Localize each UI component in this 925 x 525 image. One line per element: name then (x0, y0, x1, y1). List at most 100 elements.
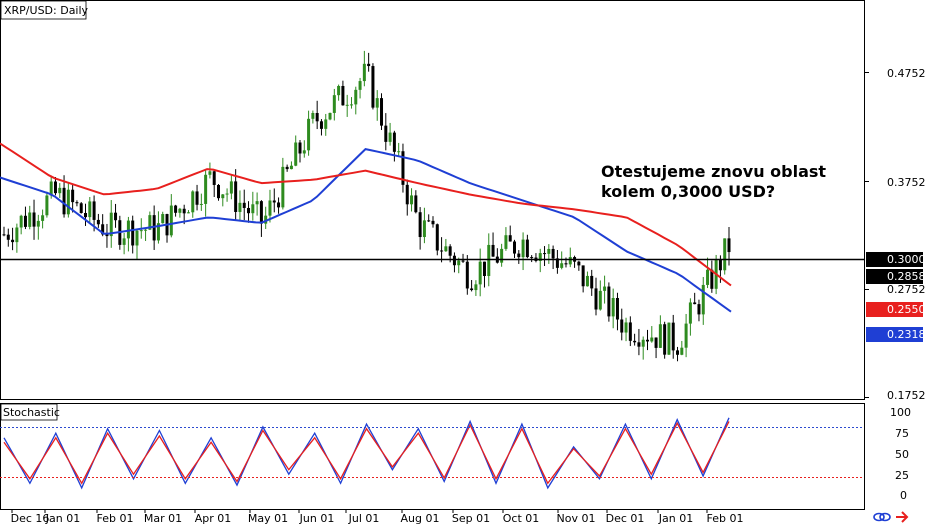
candle-body (328, 112, 332, 120)
candle-body (671, 322, 675, 351)
candle-body (538, 253, 542, 261)
candle-body (349, 104, 353, 106)
candle-body (371, 66, 375, 108)
candle-body (225, 193, 229, 195)
candle-body (139, 230, 143, 232)
candle-body (470, 288, 474, 291)
candle-body (289, 165, 293, 170)
date-tick-label: Mar 01 (144, 512, 182, 525)
badge-current-price (866, 269, 923, 284)
candle-body (474, 284, 478, 291)
candle-body (28, 212, 32, 227)
candle-body (15, 227, 19, 243)
stoch-title: Stochastic (3, 406, 60, 419)
candle-body (693, 302, 697, 305)
annotation-line-1: Otestujeme znovu oblast (601, 162, 826, 181)
candle-body (461, 260, 465, 262)
candle-body (109, 212, 113, 237)
candle-body (645, 339, 649, 342)
candle-body (242, 202, 246, 208)
candle-body (452, 255, 456, 266)
candle-body (465, 261, 469, 289)
candle-body (358, 81, 362, 90)
candle-body (259, 201, 263, 224)
candle-body (186, 212, 190, 214)
candle-body (598, 290, 602, 310)
candle-body (525, 239, 529, 258)
candle-body (440, 250, 444, 252)
candle-body (718, 259, 722, 271)
candle-body (285, 166, 289, 170)
ma-slow-line (0, 142, 732, 287)
candle-body (482, 261, 486, 277)
candle-body (513, 241, 517, 254)
candle-body (195, 191, 199, 205)
candle-body (658, 324, 662, 348)
candle-body (354, 89, 358, 105)
main-title: XRP/USD: Daily (4, 4, 89, 17)
candle-body (45, 195, 49, 216)
link-icon[interactable] (873, 512, 891, 522)
candle-body (114, 212, 118, 221)
candle-body (62, 187, 66, 215)
candle-body (6, 234, 10, 240)
date-tick-label: Apr 01 (195, 512, 232, 525)
date-tick-label: Feb 01 (707, 512, 744, 525)
candle-body (174, 205, 178, 213)
candle-body (238, 202, 242, 212)
candle-body (560, 263, 564, 268)
candle-body (298, 142, 302, 154)
candlestick-series (2, 50, 731, 362)
candle-body (221, 194, 225, 199)
candle-body (66, 189, 70, 215)
candle-body (101, 224, 105, 235)
candle-body (53, 181, 57, 194)
candle-body (32, 212, 36, 227)
candle-body (152, 215, 156, 241)
candle-body (435, 224, 439, 251)
candle-body (590, 275, 594, 289)
candle-body (88, 201, 92, 218)
candle-body (701, 284, 705, 315)
candle-body (11, 239, 15, 243)
candle-body (182, 208, 186, 214)
candle-body (723, 238, 727, 271)
date-tick-label: Jan 01 (45, 512, 80, 525)
price-badges: 0.3000 0.2858 0.2550 0.2318 (866, 252, 925, 342)
candle-body (375, 98, 379, 108)
candle-body (697, 304, 701, 315)
date-tick-label: Jul 01 (348, 512, 380, 525)
candle-body (568, 257, 572, 265)
candle-body (105, 234, 109, 237)
candle-body (19, 215, 23, 228)
badge-slow-ma (866, 302, 923, 317)
candle-body (302, 150, 306, 154)
price-tick: 0.3752 (887, 176, 925, 189)
date-tick-label: Aug 01 (401, 512, 440, 525)
candle-body (122, 238, 126, 245)
candle-body (684, 323, 688, 348)
candle-body (491, 244, 495, 257)
candle-body (676, 350, 680, 355)
candle-body (41, 215, 45, 221)
candle-body (688, 302, 692, 324)
candle-body (79, 203, 83, 213)
candle-body (577, 261, 581, 266)
candle-body (191, 191, 195, 213)
candle-body (551, 248, 555, 259)
arrow-icon[interactable] (896, 511, 909, 523)
candle-body (388, 132, 392, 142)
candle-body (603, 286, 607, 291)
candle-body (457, 260, 461, 266)
candle-body (337, 85, 341, 96)
candle-body (156, 223, 160, 241)
candle-body (392, 132, 396, 152)
candle-body (418, 212, 422, 238)
candle-body (96, 219, 100, 225)
candle-body (148, 215, 152, 230)
badge-current-price-label: 0.2858 (887, 270, 925, 283)
date-tick-label: Oct 01 (503, 512, 540, 525)
stoch-tick: 100 (890, 406, 911, 419)
candle-body (478, 261, 482, 285)
ma-fast-line (0, 148, 732, 313)
